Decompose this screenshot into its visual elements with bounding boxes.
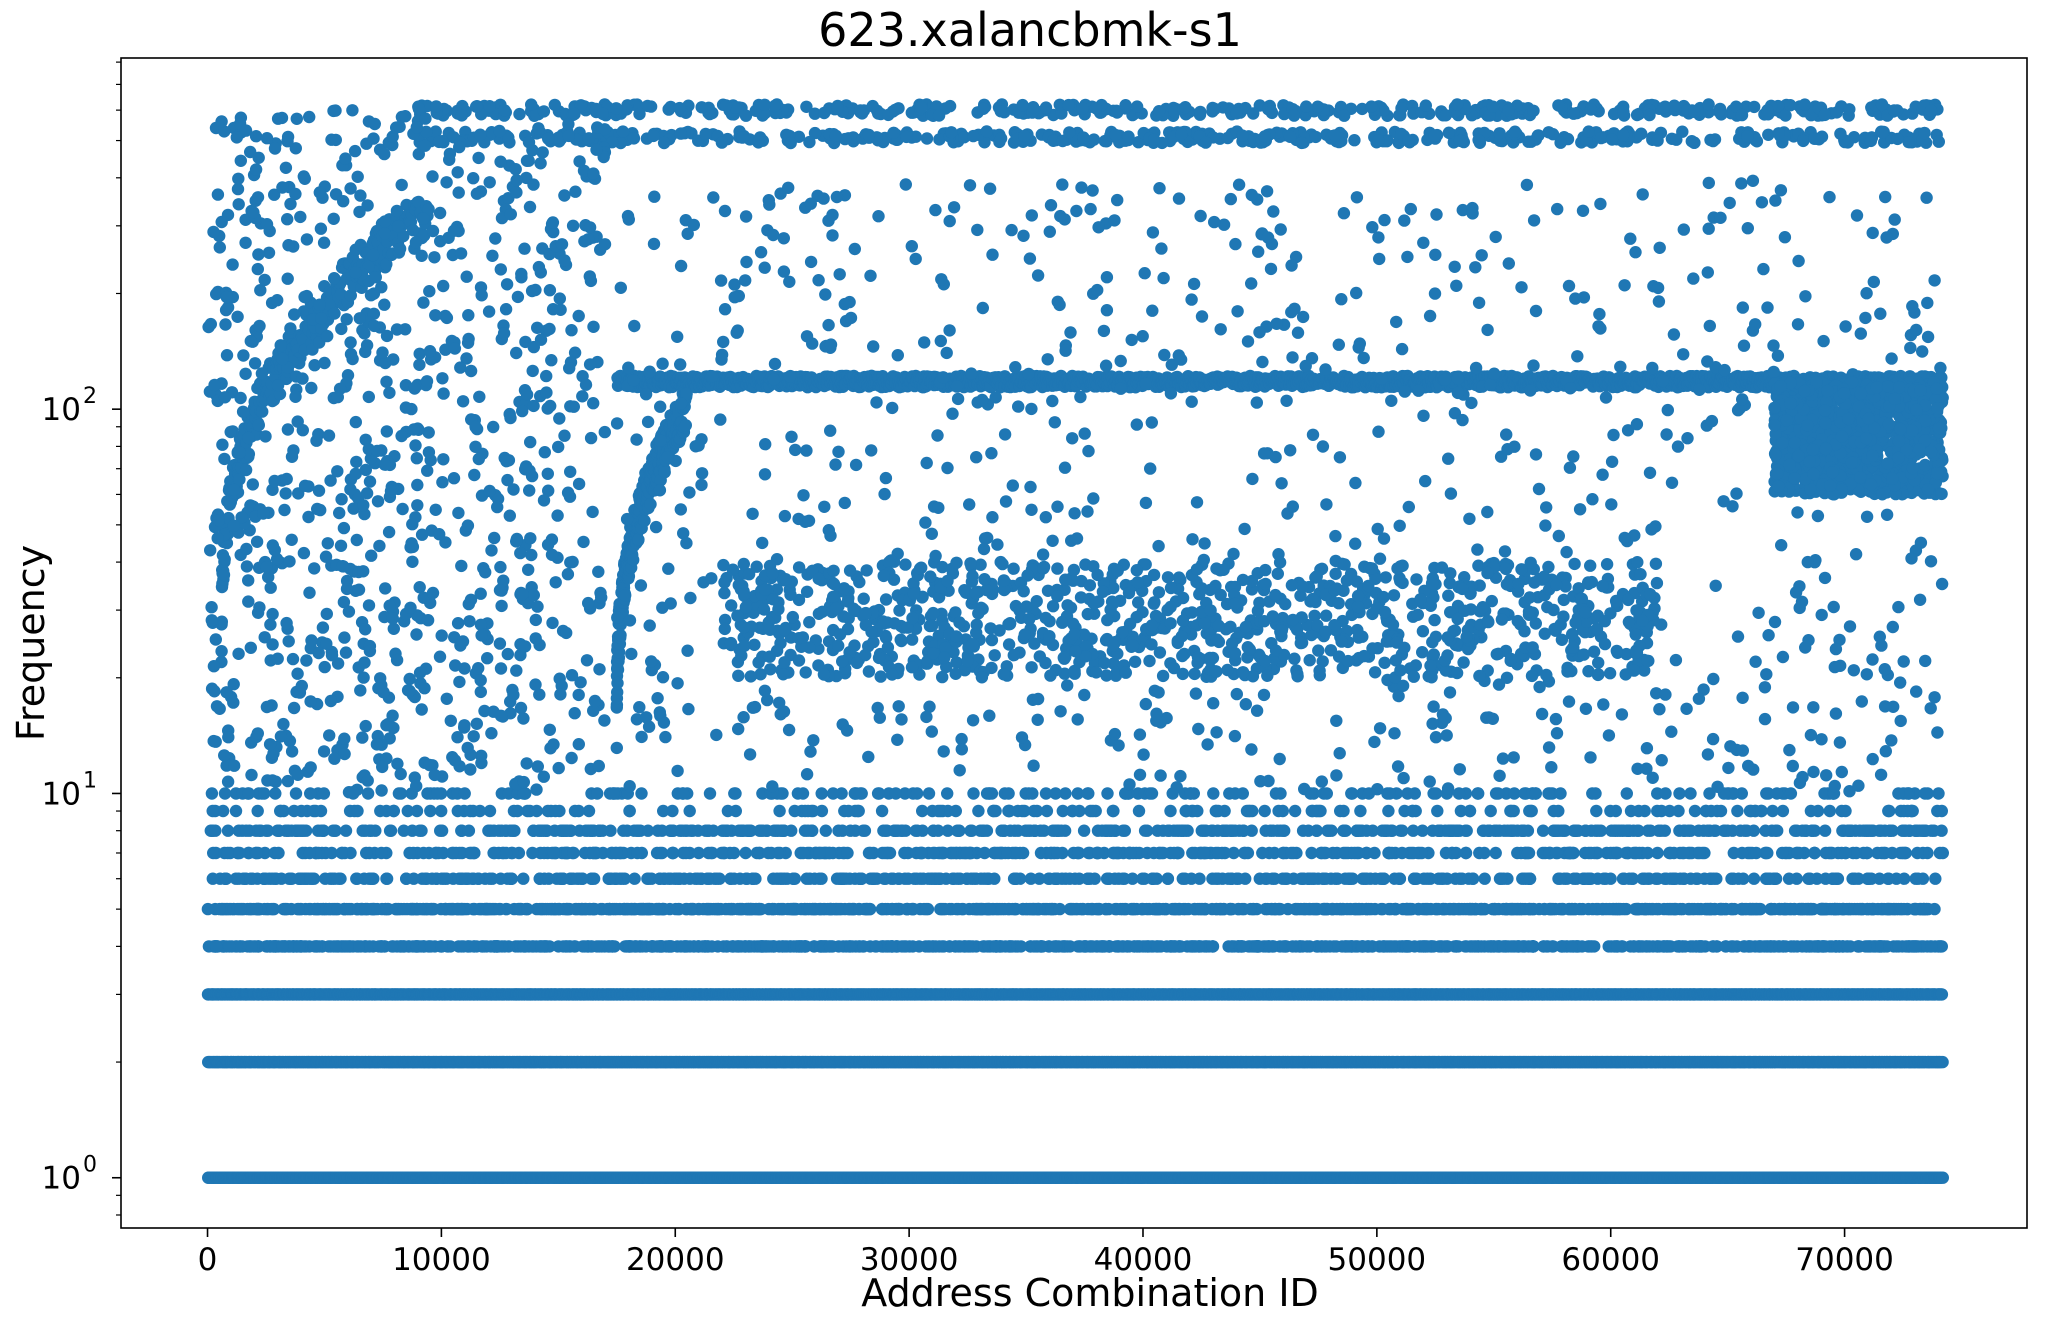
data-point	[1935, 988, 1949, 1001]
data-point	[1936, 1055, 1949, 1069]
plot-area	[120, 57, 2028, 1229]
data-point	[1936, 1171, 1950, 1184]
scatter-points	[201, 98, 1950, 1184]
chart-title: 623.xalancbmk-s1	[818, 3, 1242, 57]
